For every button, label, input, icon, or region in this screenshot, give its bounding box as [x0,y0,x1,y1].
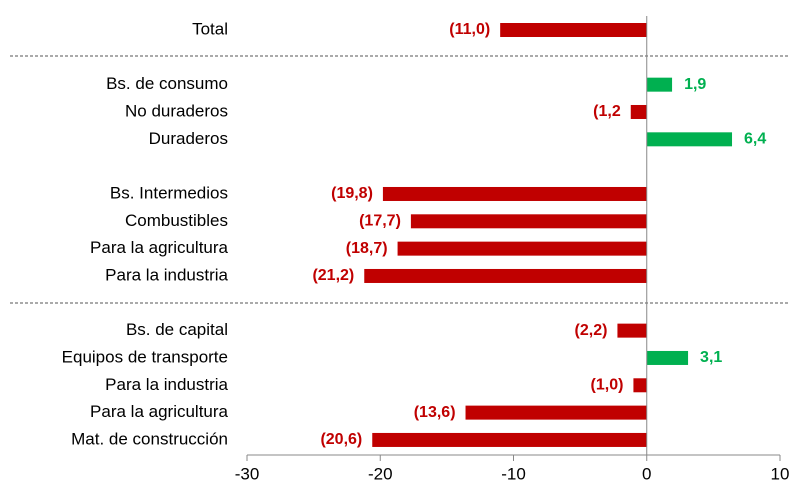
bar [646,77,673,92]
value-label: (19,8) [331,185,373,202]
bar [617,323,647,338]
bar [646,132,733,147]
bar [364,268,647,283]
category-label: Para la industria [105,375,228,394]
value-label: (17,7) [359,213,401,230]
x-tick-label: -20 [368,464,393,483]
x-tick-label: -30 [235,464,260,483]
value-label: (21,2) [312,267,354,284]
bar [410,214,647,229]
value-label: 3,1 [700,349,722,366]
bar [372,432,647,447]
category-label: Bs. Intermedios [110,183,228,202]
bar [630,104,647,119]
bar [633,378,647,393]
category-label: Bs. de consumo [106,74,228,93]
category-label: Para la agricultura [90,402,229,421]
category-label: Bs. de capital [126,320,228,339]
category-label: No duraderos [125,101,228,120]
x-tick-label: 0 [642,464,651,483]
value-label: (1,0) [591,377,624,394]
category-label: Mat. de construcción [71,429,228,448]
category-label: Equipos de transporte [62,347,228,366]
value-label: (11,0) [449,21,490,38]
category-label: Para la industria [105,265,228,284]
value-label: 6,4 [744,131,766,148]
value-label: (20,6) [320,431,362,448]
x-tick-label: 10 [771,464,790,483]
category-label: Combustibles [125,211,228,230]
value-label: (2,2) [575,322,608,339]
value-label: 1,9 [684,76,706,93]
value-label: (1,2 [593,103,621,120]
bar [646,350,689,365]
value-label: (18,7) [346,240,388,257]
value-label: (13,6) [414,404,456,421]
bar [465,405,647,420]
category-label: Total [192,19,228,38]
category-label: Duraderos [149,129,228,148]
x-tick-label: -10 [501,464,526,483]
bar [382,186,647,201]
category-label: Para la agricultura [90,238,229,257]
bar [397,241,647,256]
bar [500,23,647,37]
